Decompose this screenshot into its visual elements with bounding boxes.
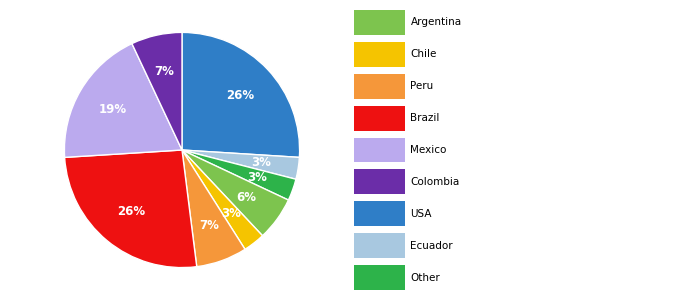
- Text: Peru: Peru: [410, 81, 434, 91]
- Text: USA: USA: [410, 209, 432, 219]
- Text: Brazil: Brazil: [410, 113, 440, 123]
- Text: Other: Other: [410, 273, 440, 283]
- Wedge shape: [182, 32, 300, 158]
- Text: 3%: 3%: [247, 171, 267, 184]
- Bar: [354, 42, 405, 67]
- Bar: [354, 137, 405, 163]
- Bar: [354, 10, 405, 35]
- Wedge shape: [64, 150, 197, 268]
- Text: 19%: 19%: [99, 103, 127, 116]
- Wedge shape: [182, 150, 300, 179]
- Text: Ecuador: Ecuador: [410, 241, 453, 251]
- Wedge shape: [182, 150, 288, 236]
- Text: 26%: 26%: [226, 89, 254, 102]
- Text: Colombia: Colombia: [410, 177, 460, 187]
- Text: 7%: 7%: [155, 65, 174, 79]
- Bar: [354, 169, 405, 194]
- Wedge shape: [182, 150, 262, 249]
- Text: 3%: 3%: [251, 156, 271, 169]
- Text: Argentina: Argentina: [410, 17, 461, 27]
- Bar: [354, 265, 405, 290]
- Bar: [354, 233, 405, 258]
- Text: 7%: 7%: [199, 219, 219, 232]
- Wedge shape: [132, 32, 182, 150]
- Bar: [354, 74, 405, 99]
- Text: Mexico: Mexico: [410, 145, 447, 155]
- Wedge shape: [182, 150, 245, 267]
- Text: 3%: 3%: [221, 207, 241, 220]
- Text: Chile: Chile: [410, 49, 437, 59]
- Bar: [354, 201, 405, 226]
- Text: 26%: 26%: [117, 205, 145, 218]
- Bar: [354, 106, 405, 130]
- Text: 6%: 6%: [237, 190, 257, 203]
- Wedge shape: [64, 44, 182, 158]
- Wedge shape: [182, 150, 296, 200]
